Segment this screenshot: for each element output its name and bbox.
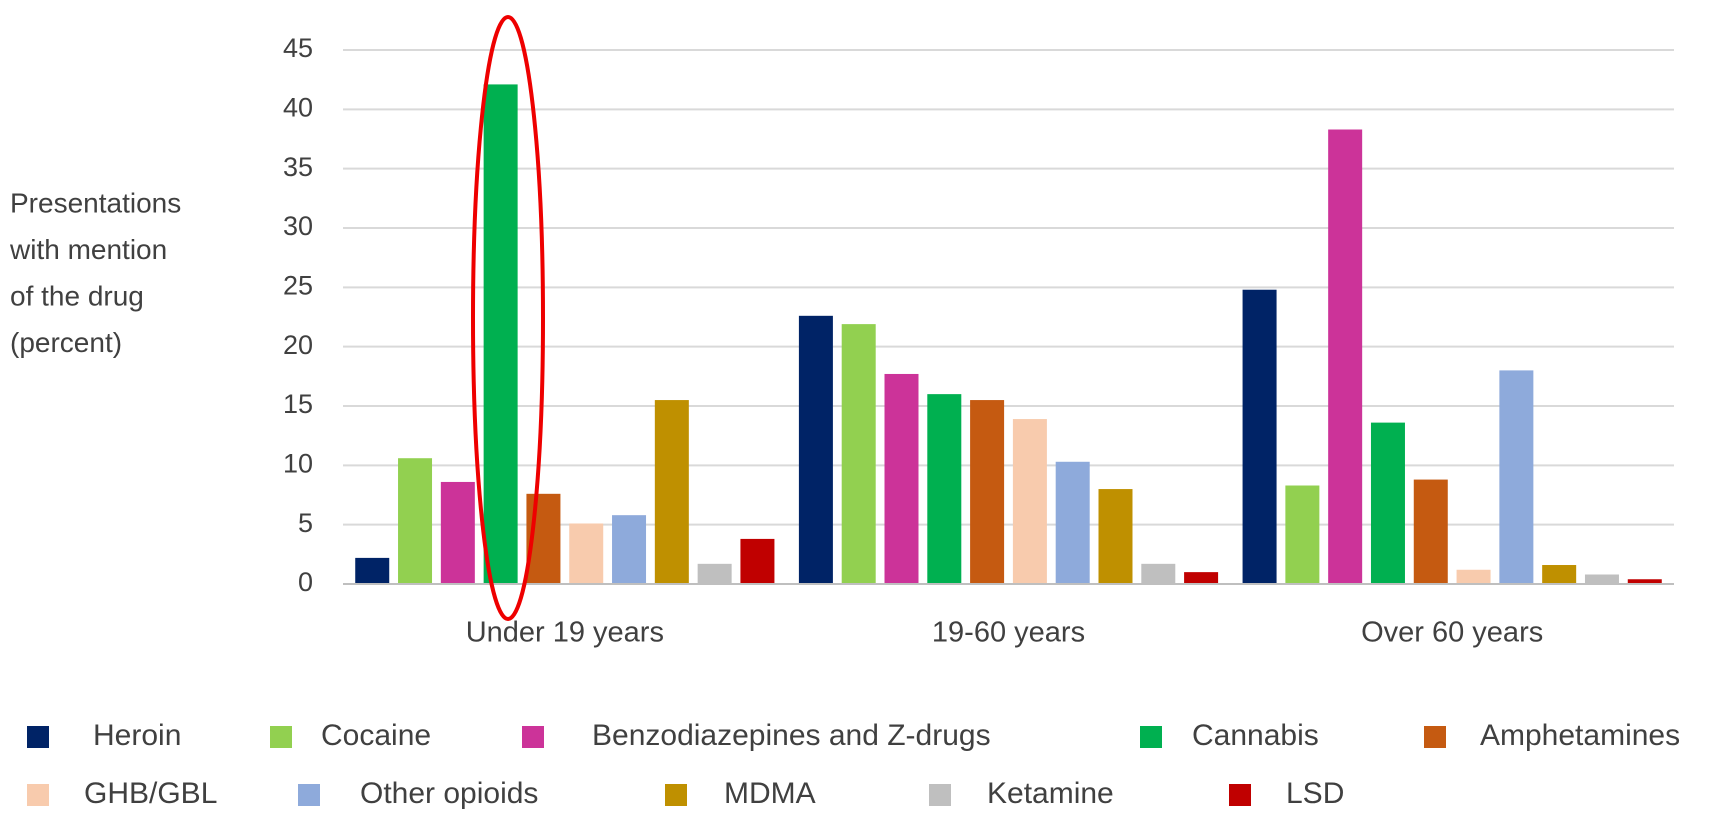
bar xyxy=(1499,370,1534,584)
legend-label: GHB/GBL xyxy=(84,777,217,810)
legend-swatch xyxy=(1424,726,1446,748)
legend-swatch xyxy=(270,726,292,748)
bar xyxy=(1242,289,1277,584)
y-tick-label: 25 xyxy=(283,270,313,300)
legend-label: Other opioids xyxy=(360,777,538,810)
x-tick-label: Under 19 years xyxy=(466,617,664,649)
legend-label: Cannabis xyxy=(1192,719,1319,752)
bar xyxy=(841,324,876,584)
bar xyxy=(1456,569,1491,584)
legend-swatch xyxy=(522,726,544,748)
bar xyxy=(970,400,1005,584)
bar xyxy=(884,373,919,584)
bar xyxy=(612,515,647,584)
bar xyxy=(1584,574,1619,584)
y-axis-label-line: of the drug xyxy=(10,280,144,311)
bar xyxy=(1542,565,1577,584)
bar xyxy=(740,538,775,584)
highlight-ellipse xyxy=(471,15,545,621)
bar xyxy=(1627,579,1662,584)
bar xyxy=(483,84,518,584)
legend-label: LSD xyxy=(1286,777,1344,810)
bar xyxy=(1184,572,1219,584)
y-tick-label: 30 xyxy=(283,211,313,241)
legend-swatch xyxy=(298,784,320,806)
x-tick-label: Over 60 years xyxy=(1361,617,1543,649)
legend-label: MDMA xyxy=(724,777,816,810)
legend-swatch xyxy=(929,784,951,806)
legend-swatch xyxy=(665,784,687,806)
bar xyxy=(398,458,433,584)
bar xyxy=(1055,461,1090,584)
bar xyxy=(1413,479,1448,584)
legend-swatch xyxy=(1229,784,1251,806)
bar xyxy=(569,523,604,584)
y-tick-label: 20 xyxy=(283,330,313,360)
y-tick-label: 0 xyxy=(298,567,313,597)
y-axis-label-line: (percent) xyxy=(10,327,122,358)
y-tick-label: 10 xyxy=(283,448,313,478)
y-tick-label: 15 xyxy=(283,389,313,419)
bar xyxy=(1012,419,1047,584)
bar xyxy=(798,315,833,584)
bar xyxy=(1285,485,1320,584)
bar xyxy=(440,481,475,584)
bar xyxy=(355,557,390,584)
y-tick-label: 45 xyxy=(283,33,313,63)
legend-label: Heroin xyxy=(93,719,181,752)
y-axis-label-line: Presentations xyxy=(10,187,181,218)
bar xyxy=(654,400,689,584)
bar xyxy=(1370,422,1405,584)
bar xyxy=(1141,563,1176,584)
y-tick-label: 5 xyxy=(298,508,313,538)
legend-label: Benzodiazepines and Z-drugs xyxy=(592,719,991,752)
legend-label: Ketamine xyxy=(987,777,1114,810)
bar xyxy=(927,394,962,584)
legend-label: Amphetamines xyxy=(1480,719,1680,752)
legend-swatch xyxy=(27,726,49,748)
bar xyxy=(1328,129,1363,585)
y-axis-label-line: with mention xyxy=(9,234,167,265)
y-tick-label: 40 xyxy=(283,92,313,122)
legend-swatch xyxy=(27,784,49,806)
legend-swatch xyxy=(1140,726,1162,748)
legend-label: Cocaine xyxy=(321,719,431,752)
bar xyxy=(1098,489,1133,584)
bar xyxy=(697,563,732,584)
x-tick-label: 19-60 years xyxy=(932,617,1085,649)
y-tick-label: 35 xyxy=(283,152,313,182)
